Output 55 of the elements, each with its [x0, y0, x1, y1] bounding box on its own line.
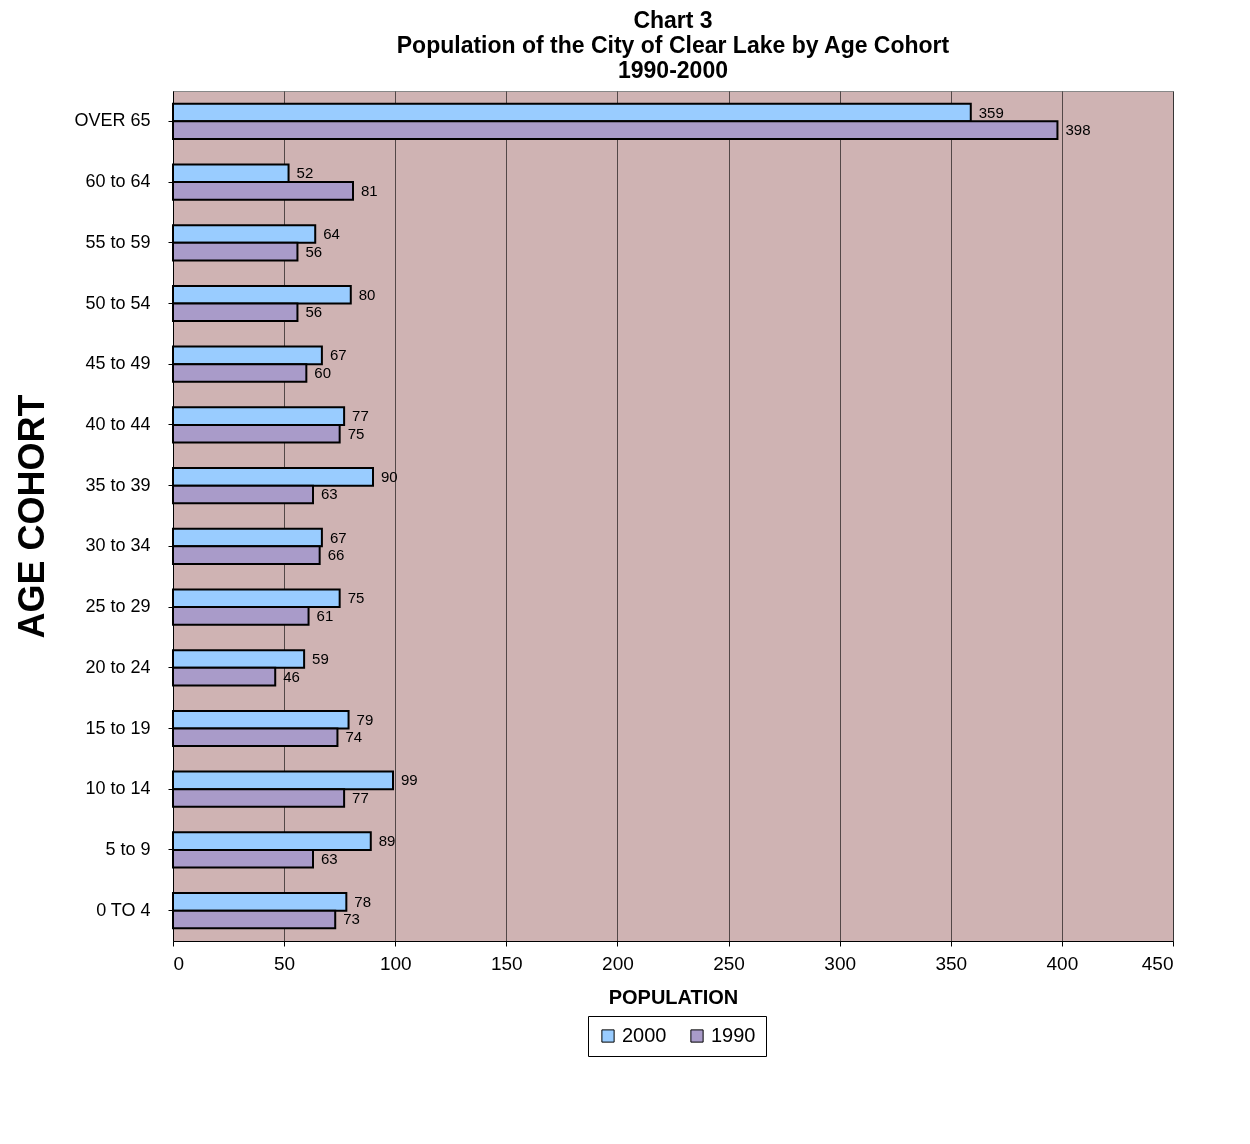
data-label: 63 [321, 485, 338, 503]
y-tick-label: 50 to 54 [85, 292, 151, 313]
x-tick-label: 350 [935, 952, 968, 974]
x-axis-title: POPULATION [608, 985, 739, 1008]
data-label: 75 [347, 424, 365, 442]
x-tick-label: 50 [274, 952, 296, 974]
y-tick-label: OVER 65 [74, 110, 151, 131]
x-tick-label: 250 [713, 952, 745, 974]
y-tick-label: 10 to 14 [85, 778, 151, 799]
data-label: 61 [316, 606, 334, 624]
x-tick-label: 150 [490, 952, 523, 974]
y-tick-label: 40 to 44 [85, 413, 151, 434]
y-tick-label: 15 to 19 [85, 717, 151, 738]
data-label: 60 [314, 364, 332, 382]
y-tick-label: 5 to 9 [105, 838, 151, 859]
data-label: 80 [358, 285, 376, 303]
data-label: 81 [361, 181, 378, 199]
y-tick-label: 35 to 39 [85, 474, 151, 495]
data-label: 359 [978, 103, 1004, 121]
data-label: 89 [378, 832, 396, 850]
data-label: 77 [352, 407, 369, 425]
data-label: 74 [345, 728, 363, 746]
y-tick-label: 45 to 49 [85, 353, 151, 374]
data-label: 63 [321, 849, 338, 867]
data-label: 64 [323, 224, 340, 242]
x-tick-label: 100 [379, 952, 412, 974]
x-tick-label: 300 [824, 952, 857, 974]
x-tick-label: 0 [173, 952, 185, 974]
data-label: 52 [296, 164, 314, 182]
data-label: 77 [352, 789, 369, 807]
data-label: 73 [343, 910, 360, 928]
legend-label: 2000 [622, 1024, 667, 1046]
data-label: 56 [305, 242, 323, 260]
data-label: 67 [329, 528, 347, 546]
y-axis-title: AGE COHORT [11, 394, 53, 639]
data-label: 99 [401, 771, 418, 789]
y-tick-label: 30 to 34 [85, 535, 151, 556]
x-tick-label: 200 [602, 952, 634, 974]
data-label: 78 [354, 892, 372, 910]
y-tick-label: 55 to 59 [85, 231, 151, 252]
data-label: 56 [305, 303, 323, 321]
x-tick-label: 450 [1141, 952, 1174, 974]
data-label: 66 [327, 546, 345, 564]
data-label: 79 [356, 710, 374, 728]
legend-label: 1990 [711, 1024, 756, 1046]
data-label: 67 [329, 346, 347, 364]
y-tick-label: 0 TO 4 [96, 899, 151, 920]
chart-title: Chart 3 Population of the City of Clear Lake by Age Cohort 1990-2000 [396, 7, 950, 83]
data-label: 398 [1065, 121, 1091, 139]
y-tick-label: 25 to 29 [85, 596, 151, 617]
data-label: 59 [312, 649, 329, 667]
y-tick-label: 60 to 64 [85, 171, 151, 192]
y-tick-label: 20 to 24 [85, 656, 151, 677]
x-tick-label: 400 [1046, 952, 1079, 974]
data-label: 75 [347, 589, 365, 607]
